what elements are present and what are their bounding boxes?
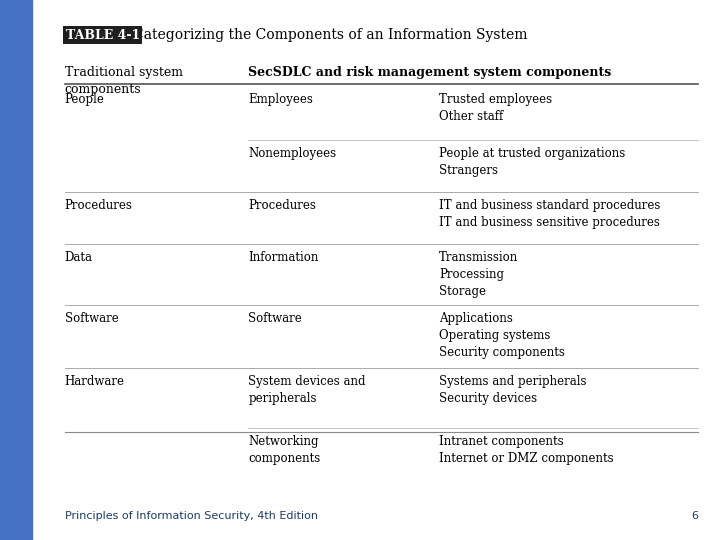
Text: Nonemployees: Nonemployees [248,147,336,160]
Text: Principles of Information Security, 4th Edition: Principles of Information Security, 4th … [65,511,318,521]
Text: Data: Data [65,251,93,264]
Text: Information: Information [248,251,319,264]
Text: Software: Software [65,312,119,325]
Text: Hardware: Hardware [65,375,125,388]
Text: TABLE 4-1: TABLE 4-1 [66,29,140,42]
Text: Traditional system
components: Traditional system components [65,66,183,96]
Text: Procedures: Procedures [248,199,316,212]
Text: Networking
components: Networking components [248,435,320,465]
Text: System devices and
peripherals: System devices and peripherals [248,375,366,406]
Text: Software: Software [248,312,302,325]
Text: People at trusted organizations
Strangers: People at trusted organizations Stranger… [439,147,626,178]
Text: People: People [65,93,104,106]
Text: IT and business standard procedures
IT and business sensitive procedures: IT and business standard procedures IT a… [439,199,660,229]
Text: Transmission
Processing
Storage: Transmission Processing Storage [439,251,518,298]
Text: Trusted employees
Other staff: Trusted employees Other staff [439,93,552,124]
Text: Intranet components
Internet or DMZ components: Intranet components Internet or DMZ comp… [439,435,614,465]
Text: 6: 6 [691,511,698,521]
Text: Applications
Operating systems
Security components: Applications Operating systems Security … [439,312,565,359]
Text: SecSDLC and risk management system components: SecSDLC and risk management system compo… [248,66,612,79]
Text: Systems and peripherals
Security devices: Systems and peripherals Security devices [439,375,587,406]
Text: Employees: Employees [248,93,313,106]
Text: Categorizing the Components of an Information System: Categorizing the Components of an Inform… [133,28,528,42]
Text: Procedures: Procedures [65,199,132,212]
